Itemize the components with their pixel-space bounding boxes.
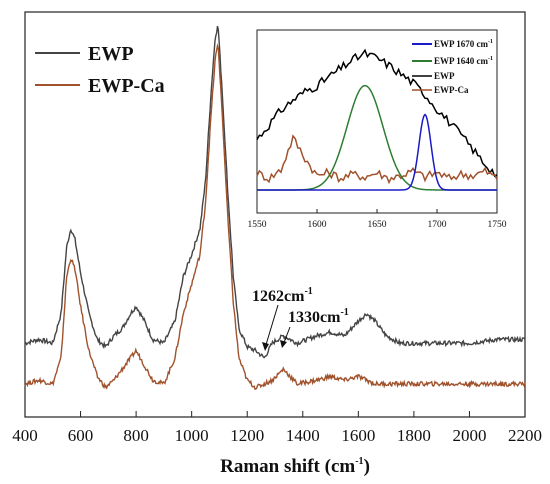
inset-x-tick-label: 1600 — [308, 220, 327, 230]
inset-x-tick-label: 1750 — [488, 220, 507, 230]
series-line-ewp — [24, 25, 526, 359]
main-series-group — [24, 25, 526, 391]
x-tick-label: 1000 — [175, 426, 209, 445]
inset-legend-label-ewp: EWP — [434, 71, 455, 81]
main-legend: EWP EWP-Ca — [35, 43, 165, 97]
x-tick-label: 400 — [12, 426, 38, 445]
annotation-arrow-1262 — [264, 304, 279, 349]
inset-legend-label-ewp-ca: EWP-Ca — [434, 85, 469, 95]
x-tick-label: 2000 — [452, 426, 486, 445]
x-tick-label: 1200 — [230, 426, 264, 445]
main-plot-frame — [24, 11, 526, 418]
x-tick-label: 2200 — [508, 426, 542, 445]
annotation-1330: 1330cm-1 — [288, 307, 349, 326]
main-x-ticks: 400 600 800 1000 1200 1400 1600 1800 2000 2200 — [12, 411, 542, 445]
inset-legend-label-1670: EWP 1670 cm-1 — [434, 39, 493, 49]
x-tick-label: 1800 — [397, 426, 431, 445]
inset-series-ewp-1670-cm-1 — [257, 113, 497, 191]
annotation-1262: 1262cm-1 — [252, 286, 313, 305]
inset-plot-frame — [256, 29, 498, 214]
inset-series-group — [256, 48, 498, 191]
legend-label-ewp-ca: EWP-Ca — [88, 75, 165, 97]
x-tick-label: 1600 — [341, 426, 375, 445]
x-tick-label: 1400 — [286, 426, 320, 445]
arrowhead-1262 — [262, 342, 269, 351]
annotations: 1262cm-1 1330cm-1 — [252, 286, 349, 351]
inset-x-tick-label: 1550 — [248, 220, 267, 230]
x-tick-label: 600 — [68, 426, 94, 445]
inset-legend: EWP 1670 cm-1 EWP 1640 cm-1 EWP EWP-Ca — [412, 39, 493, 95]
inset-x-tick-label: 1650 — [368, 220, 387, 230]
inset-x-tick-label: 1700 — [428, 220, 447, 230]
legend-label-ewp: EWP — [88, 43, 134, 65]
inset-legend-label-1640: EWP 1640 cm-1 — [434, 56, 493, 66]
arrowhead-1330 — [280, 340, 287, 348]
inset-series-ewp — [256, 48, 498, 178]
x-axis-title: Raman shift (cm-1) — [220, 456, 370, 477]
inset-x-ticks: 1550 1600 1650 1700 1750 — [248, 209, 507, 230]
inset-chart: 1550 1600 1650 1700 1750 EWP 1670 cm-1 EWP 1… — [248, 29, 507, 230]
inset-series-ewp-ca — [256, 134, 498, 185]
series-line-ewp-ca — [24, 43, 526, 391]
x-tick-label: 800 — [123, 426, 149, 445]
